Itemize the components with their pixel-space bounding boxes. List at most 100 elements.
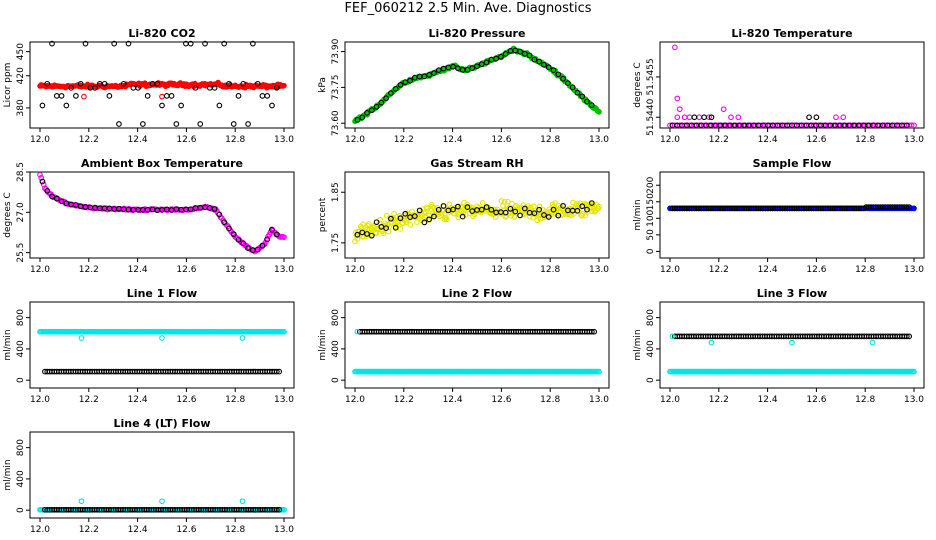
x-tick-label: 12.8 bbox=[540, 135, 560, 145]
y-tick-label: 1.75 bbox=[331, 233, 341, 253]
data-point bbox=[250, 40, 256, 47]
y-tick-label: 0 bbox=[16, 377, 26, 383]
data-point bbox=[521, 50, 528, 57]
data-point bbox=[431, 70, 437, 76]
x-tick-label: 13.0 bbox=[274, 525, 294, 535]
data-point bbox=[211, 206, 218, 212]
data-point bbox=[397, 82, 404, 88]
data-point bbox=[531, 210, 538, 217]
data-point bbox=[211, 84, 218, 91]
panel-title: Li-820 Pressure bbox=[429, 27, 526, 40]
panel-title: Li-820 Temperature bbox=[731, 27, 852, 40]
data-point bbox=[392, 224, 399, 231]
data-point bbox=[262, 239, 269, 246]
x-tick-label: 13.0 bbox=[904, 395, 924, 405]
data-point bbox=[411, 213, 418, 219]
data-point bbox=[245, 245, 251, 251]
data-point bbox=[840, 114, 847, 121]
x-tick-label: 12.8 bbox=[225, 135, 245, 145]
y-tick-label: 73.90 bbox=[331, 38, 341, 64]
data-point bbox=[596, 368, 602, 375]
data-point bbox=[806, 114, 812, 121]
x-tick-label: 12.0 bbox=[30, 525, 50, 535]
y-tick-label: 200 bbox=[646, 176, 656, 193]
x-tick-label: 12.8 bbox=[540, 395, 560, 405]
data-point bbox=[545, 214, 552, 220]
data-point bbox=[235, 93, 242, 99]
data-point bbox=[383, 95, 389, 102]
data-point bbox=[502, 50, 509, 57]
data-point bbox=[565, 80, 571, 86]
x-tick-label: 12.2 bbox=[709, 135, 729, 145]
figure-title: FEF_060212 2.5 Min. Ave. Diagnostics bbox=[344, 1, 592, 16]
y-tick-label: 400 bbox=[16, 340, 26, 357]
data-point bbox=[159, 93, 165, 100]
data-point bbox=[173, 121, 180, 127]
data-point bbox=[92, 84, 98, 91]
data-point bbox=[469, 65, 476, 71]
data-point bbox=[269, 226, 275, 233]
data-point bbox=[364, 231, 370, 237]
data-point bbox=[511, 213, 518, 220]
data-point bbox=[58, 198, 65, 205]
data-point bbox=[135, 84, 141, 91]
data-point bbox=[281, 328, 287, 335]
data-point bbox=[493, 55, 499, 62]
data-point bbox=[273, 506, 280, 513]
data-point bbox=[388, 215, 394, 222]
data-point bbox=[140, 121, 146, 127]
y-tick-label: 800 bbox=[16, 309, 26, 326]
y-axis-label: Licor ppm bbox=[3, 63, 13, 108]
data-point bbox=[404, 217, 410, 223]
data-point bbox=[459, 213, 466, 220]
data-point bbox=[380, 230, 387, 237]
data-point bbox=[584, 98, 590, 105]
data-point bbox=[541, 212, 547, 218]
y-tick-label: 100 bbox=[646, 209, 656, 226]
data-point bbox=[545, 64, 552, 71]
x-tick-label: 12.6 bbox=[176, 135, 196, 145]
y-tick-label: 150 bbox=[646, 193, 656, 210]
y-axis-label: kPa bbox=[318, 77, 328, 93]
data-point bbox=[488, 206, 495, 213]
data-point bbox=[49, 40, 55, 47]
x-tick-label: 12.6 bbox=[806, 265, 826, 275]
x-tick-label: 12.4 bbox=[443, 135, 463, 145]
data-point bbox=[44, 80, 51, 87]
panel-title: Line 2 Flow bbox=[442, 287, 512, 300]
data-point bbox=[37, 171, 43, 178]
data-point bbox=[450, 63, 456, 70]
data-point bbox=[596, 203, 602, 210]
data-point bbox=[378, 227, 385, 234]
y-axis-label: percent bbox=[318, 197, 328, 232]
x-tick-label: 12.2 bbox=[79, 265, 99, 275]
data-point bbox=[541, 61, 547, 68]
data-point bbox=[720, 106, 727, 113]
x-tick-label: 12.4 bbox=[758, 395, 778, 405]
x-tick-label: 12.4 bbox=[443, 265, 463, 275]
plot-frame bbox=[344, 41, 610, 129]
data-point bbox=[911, 368, 917, 375]
data-point bbox=[221, 219, 228, 226]
data-point bbox=[78, 498, 85, 505]
data-point bbox=[570, 211, 577, 217]
data-point bbox=[354, 328, 361, 335]
data-point bbox=[588, 102, 595, 108]
chart-panel: Line 1 Flow ml/min 12.0 12.2 12.4 12.6 12.8 13.… bbox=[3, 287, 295, 405]
data-point bbox=[728, 114, 734, 121]
panel-title: Li-820 CO2 bbox=[128, 27, 195, 40]
data-point bbox=[359, 229, 366, 236]
data-point bbox=[273, 231, 280, 238]
x-tick-label: 12.2 bbox=[79, 525, 99, 535]
data-point bbox=[276, 368, 283, 375]
data-point bbox=[531, 56, 538, 63]
data-point bbox=[144, 93, 151, 99]
data-point bbox=[226, 80, 232, 87]
data-point bbox=[240, 80, 247, 87]
data-point bbox=[483, 204, 490, 210]
x-tick-label: 12.6 bbox=[491, 135, 511, 145]
data-point bbox=[676, 106, 683, 113]
y-tick-label: 25.5 bbox=[16, 243, 26, 263]
data-point bbox=[373, 103, 380, 110]
plot-frame bbox=[659, 301, 925, 389]
